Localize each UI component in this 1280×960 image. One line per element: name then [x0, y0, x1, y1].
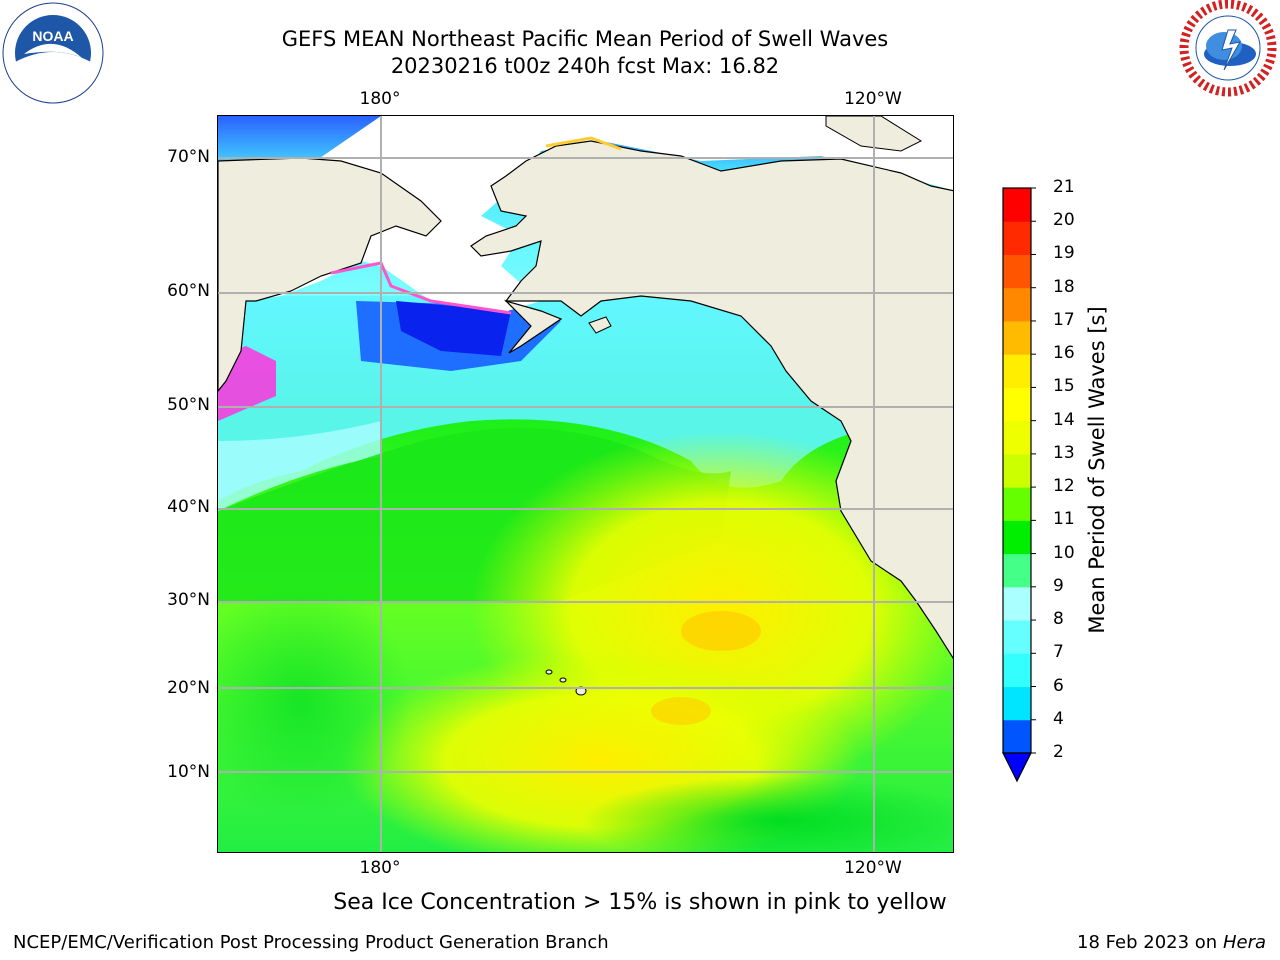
colorbar-tick-label: 8 [1053, 609, 1064, 630]
colorbar-segment [1003, 453, 1031, 488]
graticule [218, 116, 953, 852]
colorbar-segment [1003, 287, 1031, 322]
lat-label-70n: 70°N [167, 147, 210, 167]
chart-title: GEFS MEAN Northeast Pacific Mean Period … [281, 27, 889, 51]
green-region-south [581, 776, 953, 852]
colorbar-segment [1003, 188, 1031, 222]
colorbar-tick-label: 16 [1053, 343, 1075, 364]
colorbar-segment [1003, 586, 1031, 621]
colorbar-under-triangle [1002, 752, 1032, 783]
colorbar-segment [1003, 553, 1031, 588]
noaa-logo: NOAA [2, 2, 104, 104]
colorbar-segment [1003, 487, 1031, 521]
colorbar-tick-label: 7 [1053, 642, 1064, 663]
lon-label-bottom-120w: 120°W [844, 858, 902, 878]
lat-label-20n: 20°N [167, 678, 210, 698]
orange-patch [681, 611, 761, 651]
colorbar-segment [1003, 520, 1031, 555]
colorbar-segment [1003, 354, 1031, 388]
land-maui [559, 677, 567, 683]
date-text: 18 Feb 2023 on [1077, 932, 1218, 953]
colorbar-segment [1003, 254, 1031, 289]
lon-label-top-120w: 120°W [844, 89, 902, 109]
land-siberia [218, 157, 442, 392]
sea-ice-note: Sea Ice Concentration > 15% is shown in … [333, 890, 947, 915]
deep-blue-region [396, 301, 511, 356]
colorbar-segment [1003, 686, 1031, 721]
lon-label-top-180: 180° [359, 89, 401, 109]
colorbar-tick-label: 17 [1053, 309, 1075, 330]
colorbar-segment [1003, 653, 1031, 688]
colorbar-tick-label: 4 [1053, 708, 1064, 729]
colorbar-tick-label: 11 [1053, 509, 1075, 530]
lat-label-40n: 40°N [167, 497, 210, 517]
map-svg [218, 116, 953, 852]
lat-label-10n: 10°N [167, 762, 210, 782]
sea-ice-edge [330, 261, 512, 315]
land-oahu [545, 669, 553, 675]
colorbar-tick-label: 13 [1053, 442, 1075, 463]
colorbar-tick-label: 10 [1053, 542, 1075, 563]
land-kodiak [588, 316, 612, 334]
colorbar [1002, 187, 1036, 783]
colorbar-tick-label: 20 [1053, 210, 1075, 231]
machine-name: Hera [1222, 932, 1266, 953]
lat-label-60n: 60°N [167, 281, 210, 301]
colorbar-segment [1003, 420, 1031, 455]
colorbar-tick-label: 21 [1053, 177, 1075, 197]
green-region-west [218, 581, 411, 821]
nws-logo [1178, 0, 1278, 100]
colorbar-segment [1003, 620, 1031, 654]
orange-patch-2 [651, 697, 711, 725]
colorbar-frame [1002, 187, 1032, 754]
chart-subtitle: 20230216 t00z 240h fcst Max: 16.82 [390, 54, 780, 78]
lon-label-bottom-180: 180° [359, 858, 401, 878]
land-alaska-peninsula [503, 299, 563, 354]
map-panel [217, 115, 954, 853]
colorbar-label: Mean Period of Swell Waves [s] [1085, 306, 1109, 634]
ice-free-white-area [241, 116, 953, 313]
colorbar-tick-label: 12 [1053, 476, 1075, 497]
noaa-logo-text: NOAA [32, 28, 73, 44]
colorbar-tick-label: 9 [1053, 575, 1064, 596]
date-credit: 18 Feb 2023 on Hera [1077, 932, 1266, 953]
light-cyan-strip [218, 421, 381, 511]
lat-label-50n: 50°N [167, 395, 210, 415]
colorbar-segment [1003, 320, 1031, 355]
colorbar-segment [1003, 221, 1031, 255]
colorbar-tick-label: 6 [1053, 675, 1064, 696]
land-north-america [470, 140, 953, 659]
colorbar-tick-label: 15 [1053, 376, 1075, 397]
colorbar-segment [1003, 719, 1031, 754]
sea-ice-edge-north [545, 136, 622, 151]
branch-credit: NCEP/EMC/Verification Post Processing Pr… [13, 932, 609, 953]
lat-label-30n: 30°N [167, 590, 210, 610]
colorbar-tick-label: 18 [1053, 276, 1075, 297]
colorbar-segment [1003, 387, 1031, 422]
colorbar-tick-label: 2 [1053, 742, 1064, 762]
colorbar-tick-label: 14 [1053, 409, 1075, 430]
colorbar-tick-label: 19 [1053, 243, 1075, 264]
